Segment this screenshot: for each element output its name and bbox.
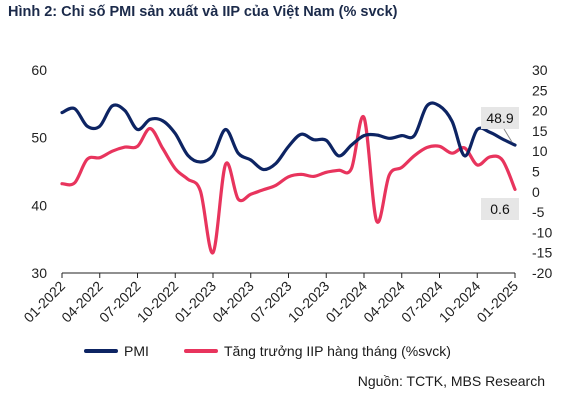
right-axis-ticks: 30 25 20 15 10 5 0 -5 -10 -15 -20 [532,62,552,281]
right-tick-label: -15 [532,245,552,261]
right-tick-label: 5 [532,164,540,180]
left-tick-label: 50 [31,130,47,146]
series-lines [60,101,517,255]
right-tick-label: 15 [532,123,548,139]
iip-callout-label: 0.6 [490,201,510,217]
right-tick-label: 10 [532,143,548,159]
x-tick-label: 01-2025 [473,278,521,326]
left-tick-label: 30 [31,265,47,281]
pmi-line [60,101,517,172]
iip-callout-box [481,198,519,220]
left-tick-label: 40 [31,197,47,213]
right-tick-label: 30 [532,62,548,78]
right-tick-label: -20 [532,265,552,281]
data-callouts: 48.9 0.6 [481,107,519,220]
right-tick-label: 20 [532,103,548,119]
pmi-callout-leader [503,128,513,143]
x-axis-ticks: 01-202204-202207-202210-202201-202304-20… [20,273,521,325]
right-tick-label: 0 [532,184,540,200]
iip-line [60,115,517,255]
left-axis-ticks: 60 50 40 30 [31,62,47,281]
left-tick-label: 60 [31,62,47,78]
pmi-callout-label: 48.9 [486,110,513,126]
legend-swatch-iip [184,349,218,353]
legend-label-pmi: PMI [124,343,149,359]
legend-item-iip: Tăng trưởng IIP hàng tháng (%svck) [184,343,451,359]
source-note: Nguồn: TCTK, MBS Research [357,373,545,389]
legend-label-iip: Tăng trưởng IIP hàng tháng (%svck) [224,343,451,359]
right-tick-label: -5 [532,204,545,220]
legend-swatch-pmi [84,349,118,353]
right-tick-label: 25 [532,82,548,98]
right-tick-label: -10 [532,224,552,240]
chart-title: Hình 2: Chỉ số PMI sản xuất và IIP của V… [8,4,398,20]
legend-item-pmi: PMI [84,343,149,359]
pmi-callout-box [481,107,519,129]
